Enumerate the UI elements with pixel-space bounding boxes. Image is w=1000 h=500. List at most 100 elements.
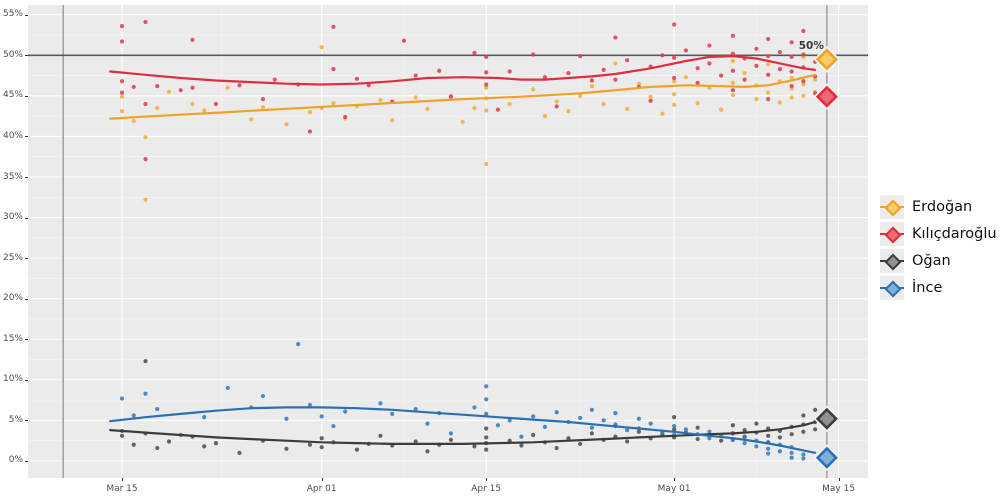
poll-point-kldarolu (542, 75, 548, 80)
poll-point-ince (495, 423, 501, 428)
poll-point-oan (354, 447, 360, 452)
poll-point-kldarolu (777, 66, 782, 72)
poll-point-kldarolu (472, 50, 477, 55)
legend-diamond-icon (884, 199, 902, 216)
poll-point-kldarolu (143, 101, 148, 107)
poll-point-oan (519, 443, 524, 448)
poll-point-erdoan (648, 94, 653, 99)
poll-point-erdoan (460, 119, 465, 124)
poll-point-erdoan (672, 102, 677, 107)
poll-point-ince (589, 425, 595, 430)
y-tick-label: 5% (8, 414, 23, 425)
poll-point-ince (531, 414, 536, 419)
poll-point-kldarolu (437, 68, 442, 73)
poll-point-kldarolu (131, 84, 136, 90)
poll-point-ince (448, 431, 454, 436)
poll-point-ince (260, 393, 266, 399)
poll-point-kldarolu (730, 51, 735, 56)
poll-point-ince (542, 424, 548, 429)
poll-point-erdoan (672, 79, 677, 84)
poll-point-kldarolu (766, 54, 771, 59)
poll-point-oan (166, 439, 172, 444)
poll-point-kldarolu (495, 107, 501, 112)
poll-point-kldarolu (190, 37, 195, 42)
poll-point-ince (484, 411, 489, 417)
poll-point-ince (484, 384, 489, 389)
poll-point-oan (378, 433, 383, 438)
poll-point-kldarolu (578, 54, 583, 59)
poll-point-kldarolu (119, 39, 125, 44)
poll-point-oan (448, 437, 454, 442)
poll-point-erdoan (766, 62, 771, 67)
poll-point-kldarolu (801, 79, 806, 84)
poll-point-kldarolu (789, 84, 794, 89)
poll-point-oan (131, 442, 136, 447)
y-tick-label: 40% (2, 130, 23, 141)
poll-point-kldarolu (119, 79, 125, 84)
poll-point-oan (695, 436, 700, 442)
poll-point-oan (531, 432, 536, 438)
x-tick-mark (121, 478, 123, 481)
poll-point-ince (507, 418, 512, 423)
poll-point-oan (413, 439, 418, 444)
poll-point-kldarolu (237, 83, 242, 88)
poll-point-kldarolu (730, 33, 735, 38)
poll-point-erdoan (143, 135, 148, 140)
y-tick-label: 55% (2, 9, 23, 20)
poll-point-kldarolu (343, 114, 348, 120)
poll-point-oan (319, 445, 324, 450)
poll-point-kldarolu (672, 55, 677, 60)
poll-point-erdoan (507, 101, 512, 107)
poll-point-kldarolu (613, 77, 618, 82)
poll-point-ince (589, 407, 595, 412)
y-tick-mark (25, 136, 28, 138)
poll-point-ince (766, 451, 771, 456)
poll-point-oan (672, 415, 677, 420)
poll-point-kldarolu (707, 61, 712, 66)
plot-canvas (28, 5, 868, 478)
x-tick-mark (674, 478, 676, 481)
poll-point-ince (801, 452, 806, 457)
poll-point-ince (683, 427, 689, 432)
poll-point-ince (143, 391, 148, 396)
x-tick-label: May 15 (822, 484, 856, 494)
trend-line-ince (109, 406, 817, 454)
poll-point-ince (284, 416, 289, 421)
poll-point-erdoan (589, 84, 595, 89)
poll-point-erdoan (719, 107, 724, 112)
poll-point-oan (484, 447, 489, 452)
poll-point-oan (554, 445, 559, 451)
result-marker-halo-kldarolu (813, 83, 841, 111)
poll-point-kldarolu (566, 71, 571, 76)
poll-point-kldarolu (742, 77, 747, 82)
poll-point-erdoan (730, 92, 735, 98)
poll-point-oan (589, 431, 595, 436)
poll-point-oan (284, 446, 289, 451)
legend-diamond-icon (884, 226, 902, 243)
poll-point-ince (307, 402, 313, 408)
poll-point-kldarolu (143, 19, 148, 25)
poll-point-erdoan (789, 75, 794, 81)
y-tick-label: 15% (2, 333, 23, 344)
poll-point-ince (319, 414, 324, 419)
poll-point-ince (707, 429, 712, 434)
poll-point-oan (119, 433, 125, 438)
poll-point-ince (636, 416, 642, 421)
poll-point-ince (343, 409, 348, 414)
poll-point-kldarolu (766, 72, 771, 77)
x-tick-label: Apr 01 (306, 484, 337, 494)
poll-point-kldarolu (448, 94, 454, 99)
poll-point-kldarolu (695, 66, 700, 71)
poll-point-erdoan (578, 93, 583, 98)
poll-point-erdoan (566, 109, 571, 114)
poll-point-ince (519, 434, 524, 439)
poll-point-erdoan (683, 75, 689, 80)
poll-point-ince (754, 444, 759, 449)
legend-item-ince: İnce (880, 274, 997, 301)
poll-point-erdoan (484, 161, 489, 167)
y-tick-mark (25, 217, 28, 219)
poll-point-erdoan (225, 85, 230, 90)
legend-item-oan: Oğan (880, 247, 997, 274)
legend-key-ince (880, 275, 904, 300)
